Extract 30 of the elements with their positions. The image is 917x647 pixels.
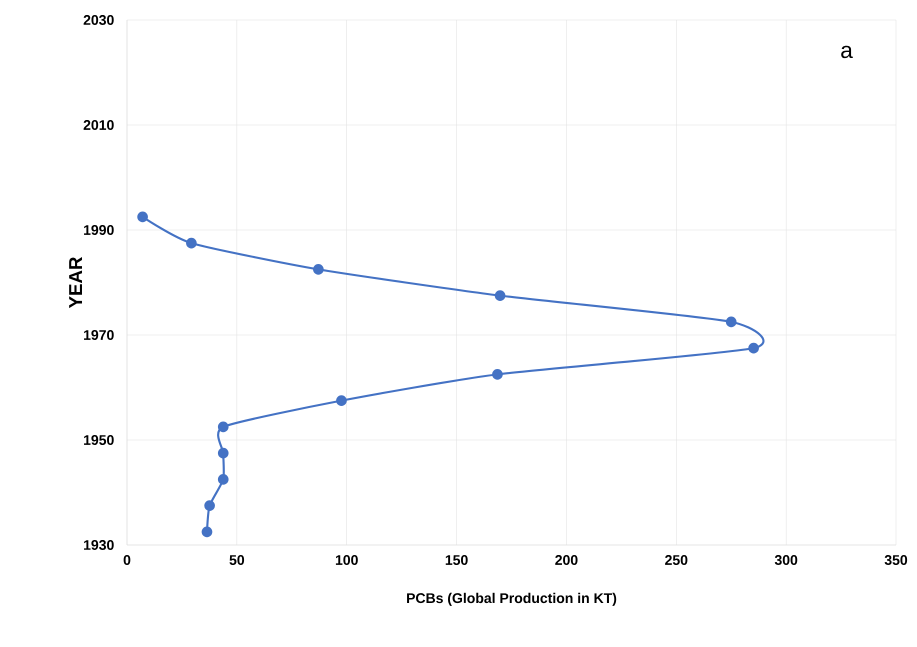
point [186,238,197,248]
point [218,474,229,485]
y-tick-label: 1990 [84,225,114,235]
point [202,526,212,538]
point [494,290,506,301]
point [313,264,324,275]
x-axis-title: PCBs (Global Production in KT) [407,592,616,606]
point [336,395,347,406]
x-tick-label: 100 [336,555,358,565]
y-tick-label: 2030 [84,15,114,25]
x-tick-label: 50 [230,555,244,565]
point [204,500,215,511]
point [137,212,148,222]
x-tick-label: 250 [665,555,688,565]
point [218,422,229,432]
x-tick-label: 150 [446,555,468,565]
point [218,448,229,458]
y-tick-label: 1930 [84,540,114,550]
x-tick-label: 300 [774,555,798,565]
y-tick-label: 1950 [84,435,114,445]
x-tick-label: 200 [555,555,578,565]
point [748,342,759,354]
y-tick-label: 1970 [84,330,114,340]
y-tick-label: 2010 [84,120,114,130]
point [726,316,737,328]
x-tick-label: 0 [124,555,130,565]
point [492,369,503,380]
y-axis-title: YEAR [69,256,82,308]
annotation: a [841,46,853,58]
x-tick-label: 350 [884,555,908,565]
